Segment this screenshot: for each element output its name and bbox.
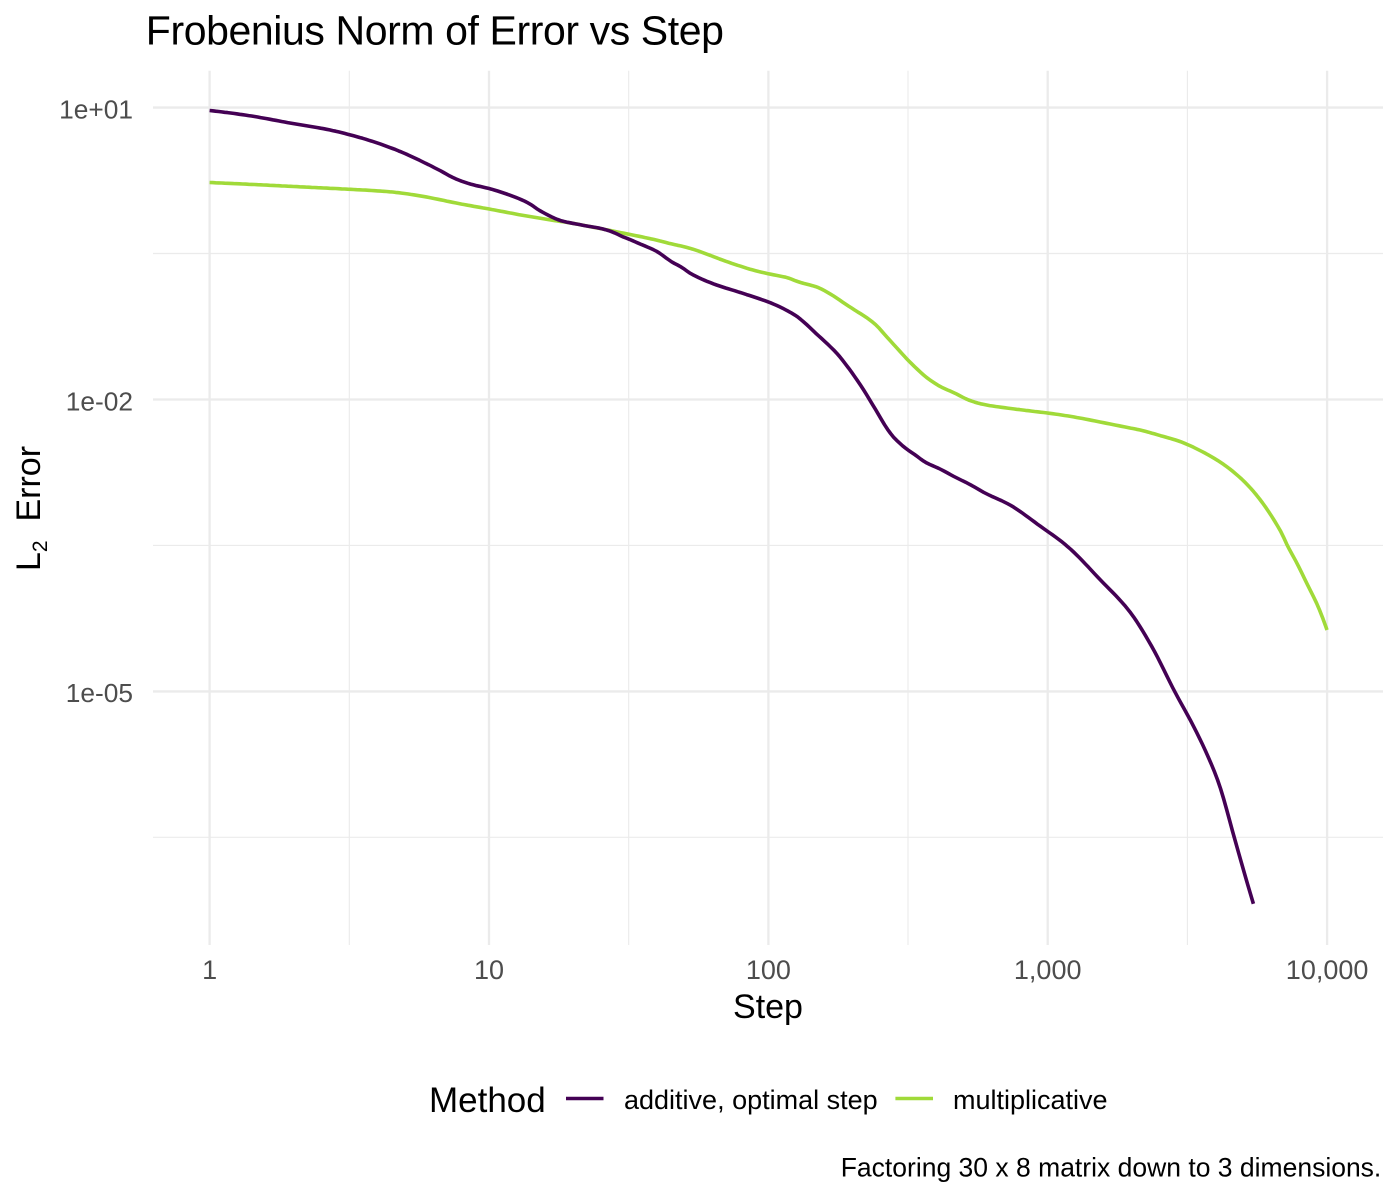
svg-text:100: 100 (746, 955, 791, 985)
svg-text:L2 Error: L2 Error (10, 446, 52, 571)
svg-text:1e-02: 1e-02 (66, 386, 133, 416)
svg-text:1e-05: 1e-05 (66, 678, 133, 708)
svg-text:additive, optimal step: additive, optimal step (624, 1085, 878, 1115)
svg-text:10: 10 (474, 955, 504, 985)
svg-text:1: 1 (202, 955, 217, 985)
svg-text:multiplicative: multiplicative (953, 1085, 1108, 1115)
svg-text:Method: Method (429, 1081, 546, 1120)
svg-text:10,000: 10,000 (1286, 955, 1369, 985)
svg-text:1,000: 1,000 (1014, 955, 1082, 985)
svg-text:1e+01: 1e+01 (59, 94, 133, 124)
svg-text:Frobenius Norm of Error vs Ste: Frobenius Norm of Error vs Step (146, 7, 724, 53)
svg-text:Factoring 30 x 8 matrix down t: Factoring 30 x 8 matrix down to 3 dimens… (841, 1153, 1382, 1183)
svg-text:Step: Step (733, 988, 803, 1026)
